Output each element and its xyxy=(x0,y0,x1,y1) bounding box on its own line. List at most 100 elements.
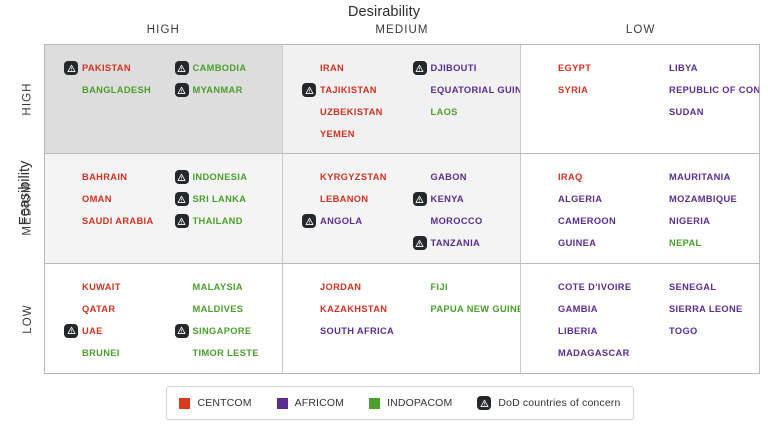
country-entry[interactable]: MALDIVES xyxy=(172,298,283,320)
country-entry[interactable]: NEPAL xyxy=(648,232,759,254)
country-entry[interactable]: SUDAN xyxy=(648,101,759,123)
matrix-cell-medium-medium: KYRGYZSTAN LEBANON ANGOLA GABON KENYA MOROCCO… xyxy=(283,154,521,264)
country-entry[interactable]: SOUTH AFRICA xyxy=(299,320,410,342)
concern-slot xyxy=(299,323,319,339)
country-entry[interactable]: REPUBLIC OF CONGO xyxy=(648,79,759,101)
country-entry[interactable]: IRAQ xyxy=(537,166,648,188)
country-entry[interactable]: THAILAND xyxy=(172,210,283,232)
country-entry[interactable]: MOZAMBIQUE xyxy=(648,188,759,210)
country-entry[interactable]: UZBEKISTAN xyxy=(299,101,410,123)
country-entry[interactable]: LIBYA xyxy=(648,57,759,79)
country-label: PAKISTAN xyxy=(82,63,131,73)
country-entry[interactable]: BANGLADESH xyxy=(61,79,172,101)
country-label: KENYA xyxy=(430,194,464,205)
country-entry[interactable]: TANZANIA xyxy=(410,232,521,254)
country-entry[interactable]: BAHRAIN xyxy=(61,166,172,188)
country-entry[interactable]: ANGOLA xyxy=(299,210,410,232)
country-label: YEMEN xyxy=(320,129,355,139)
column-header-medium: MEDIUM xyxy=(375,24,429,36)
country-entry[interactable]: BRUNEI xyxy=(61,342,172,364)
country-column-1: IRAQ ALGERIA CAMEROON GUINEA xyxy=(537,166,648,254)
warning-triangle-badge-icon xyxy=(174,61,189,75)
country-entry[interactable]: CAMBODIA xyxy=(172,57,283,79)
country-entry[interactable]: QATAR xyxy=(61,298,172,320)
country-label: MADAGASCAR xyxy=(558,347,630,358)
warning-triangle-badge-icon xyxy=(174,323,189,338)
country-entry[interactable]: SINGAPORE xyxy=(172,320,283,342)
country-entry[interactable]: PAPUA NEW GUINEA xyxy=(410,298,521,320)
country-entry[interactable]: SAUDI ARABIA xyxy=(61,210,172,232)
country-entry[interactable]: TIMOR LESTE xyxy=(172,342,283,364)
country-entry[interactable]: GUINEA xyxy=(537,232,648,254)
country-entry[interactable]: LEBANON xyxy=(299,188,410,210)
country-entry[interactable]: MAURITANIA xyxy=(648,166,759,188)
country-entry[interactable]: SYRIA xyxy=(537,79,648,101)
country-entry[interactable]: CAMEROON xyxy=(537,210,648,232)
country-entry[interactable]: KYRGYZSTAN xyxy=(299,166,410,188)
concern-slot xyxy=(410,82,430,98)
concern-slot xyxy=(61,279,81,295)
country-entry[interactable]: DJIBOUTI xyxy=(410,57,521,79)
country-entry[interactable]: GABON xyxy=(410,166,521,188)
country-label: MALDIVES xyxy=(192,303,244,314)
country-entry[interactable]: COTE D'IVOIRE xyxy=(537,276,648,298)
country-column-1: EGYPT SYRIA xyxy=(537,57,648,123)
country-column-1: BAHRAIN OMAN SAUDI ARABIA xyxy=(61,166,172,232)
country-entry[interactable]: LAOS xyxy=(410,101,521,123)
country-entry[interactable]: SIERRA LEONE xyxy=(648,298,759,320)
cell-country-columns: COTE D'IVOIRE GAMBIA LIBERIA MADAGASCAR SENE… xyxy=(521,276,759,364)
country-entry[interactable]: PAKISTAN xyxy=(61,57,172,79)
country-entry[interactable]: JORDAN xyxy=(299,276,410,298)
country-label: BRUNEI xyxy=(82,347,120,358)
concern-slot xyxy=(299,213,319,229)
concern-slot xyxy=(410,301,430,317)
country-column-1: KUWAIT QATAR UAE BRUNEI xyxy=(61,276,172,364)
matrix-cell-medium-low: IRAQ ALGERIA CAMEROON GUINEA MAURITANIA MOZAM… xyxy=(521,154,759,264)
country-label: SAUDI ARABIA xyxy=(82,216,154,227)
country-column-2: INDONESIA SRI LANKA THAILAND xyxy=(172,166,283,232)
country-entry[interactable]: TOGO xyxy=(648,320,759,342)
country-label: GUINEA xyxy=(558,238,597,249)
country-label: COTE D'IVOIRE xyxy=(558,281,632,292)
country-column-1: COTE D'IVOIRE GAMBIA LIBERIA MADAGASCAR xyxy=(537,276,648,364)
country-column-2: LIBYA REPUBLIC OF CONGO SUDAN xyxy=(648,57,759,123)
warning-triangle-badge-icon xyxy=(302,214,316,229)
country-entry[interactable]: IRAN xyxy=(299,57,410,79)
concern-slot xyxy=(172,169,192,185)
country-entry[interactable]: MALAYSIA xyxy=(172,276,283,298)
matrix-cell-high-high: PAKISTAN BANGLADESH CAMBODIA MYANMAR xyxy=(45,45,283,155)
country-entry[interactable]: MADAGASCAR xyxy=(537,342,648,364)
warning-triangle-badge-icon xyxy=(477,396,492,410)
country-label: MOROCCO xyxy=(430,216,483,227)
warning-triangle-badge-icon xyxy=(64,323,78,338)
country-entry[interactable]: EQUATORIAL GUINEA xyxy=(410,79,521,101)
country-entry[interactable]: EGYPT xyxy=(537,57,648,79)
country-entry[interactable]: ALGERIA xyxy=(537,188,648,210)
country-entry[interactable]: KENYA xyxy=(410,188,521,210)
country-entry[interactable]: MOROCCO xyxy=(410,210,521,232)
country-entry[interactable]: UAE xyxy=(61,320,172,342)
country-entry[interactable]: MYANMAR xyxy=(172,79,283,101)
warning-triangle-badge-icon xyxy=(412,236,427,251)
concern-slot xyxy=(410,235,430,251)
country-entry[interactable]: TAJIKISTAN xyxy=(299,79,410,101)
country-entry[interactable]: LIBERIA xyxy=(537,320,648,342)
country-entry[interactable]: SENEGAL xyxy=(648,276,759,298)
country-entry[interactable]: NIGERIA xyxy=(648,210,759,232)
country-entry[interactable]: YEMEN xyxy=(299,123,410,145)
country-entry[interactable]: SRI LANKA xyxy=(172,188,283,210)
country-label: CAMBODIA xyxy=(192,63,247,73)
country-entry[interactable]: KAZAKHSTAN xyxy=(299,298,410,320)
concern-slot xyxy=(648,104,668,120)
country-entry[interactable]: KUWAIT xyxy=(61,276,172,298)
country-label: MALAYSIA xyxy=(192,281,243,292)
concern-slot xyxy=(61,82,81,98)
concern-slot xyxy=(537,169,557,185)
country-entry[interactable]: GAMBIA xyxy=(537,298,648,320)
cell-country-columns: KUWAIT QATAR UAE BRUNEI MALAYSIA MALDIVES SING… xyxy=(45,276,282,364)
country-entry[interactable]: OMAN xyxy=(61,188,172,210)
country-entry[interactable]: INDONESIA xyxy=(172,166,283,188)
warning-triangle-badge-icon xyxy=(174,214,189,229)
country-entry[interactable]: FIJI xyxy=(410,276,521,298)
country-label: KAZAKHSTAN xyxy=(320,303,388,314)
